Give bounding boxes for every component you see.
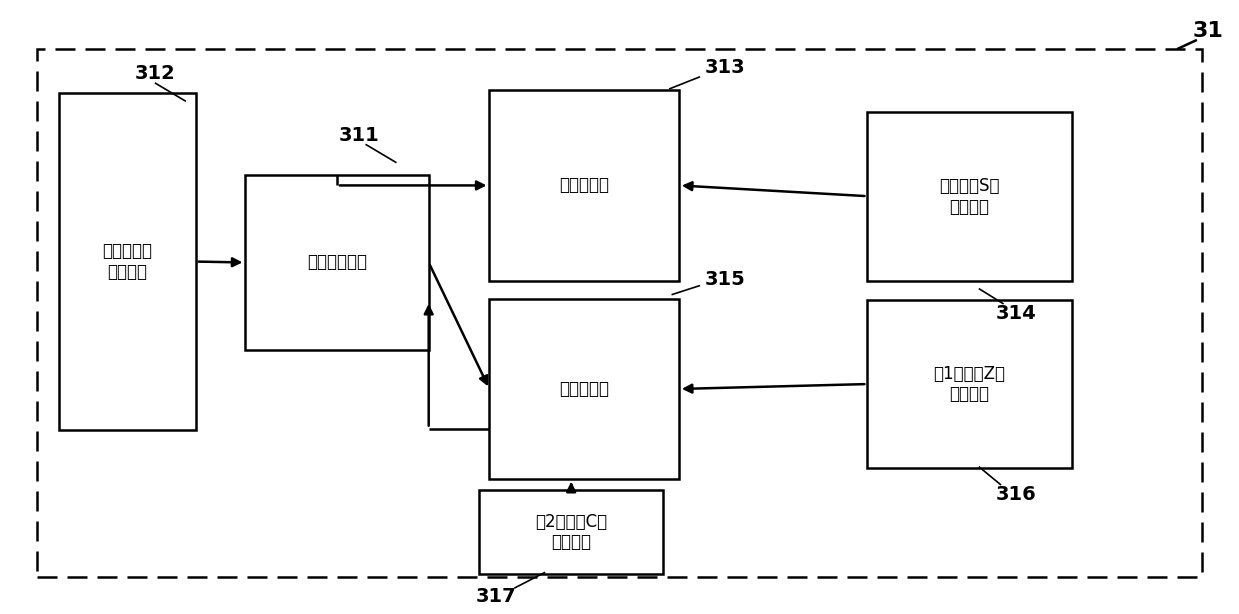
Text: 交织码（S）
生成模块: 交织码（S） 生成模块 xyxy=(939,177,1000,216)
FancyBboxPatch shape xyxy=(867,112,1072,281)
FancyBboxPatch shape xyxy=(489,299,679,479)
Text: 311: 311 xyxy=(339,126,379,144)
FancyBboxPatch shape xyxy=(489,90,679,281)
Text: 313: 313 xyxy=(705,58,745,77)
FancyBboxPatch shape xyxy=(479,490,663,574)
Text: 317: 317 xyxy=(476,588,515,606)
Text: 解扰码模块: 解扰码模块 xyxy=(559,380,610,398)
Text: 31: 31 xyxy=(1193,21,1223,41)
Text: 第1扰码（Z）
生成模块: 第1扰码（Z） 生成模块 xyxy=(933,365,1006,403)
Text: 第2扰码（C）
生成模块: 第2扰码（C） 生成模块 xyxy=(535,513,607,551)
Text: 314: 314 xyxy=(996,304,1036,322)
Text: 解交织模块: 解交织模块 xyxy=(559,176,610,195)
Text: 缓存管理模块: 缓存管理模块 xyxy=(307,254,367,271)
FancyBboxPatch shape xyxy=(59,93,196,430)
Text: 315: 315 xyxy=(705,270,745,289)
FancyBboxPatch shape xyxy=(245,175,429,350)
Text: 312: 312 xyxy=(135,64,175,83)
FancyBboxPatch shape xyxy=(867,300,1072,468)
Text: 快速傅里叶
变换模块: 快速傅里叶 变换模块 xyxy=(103,242,152,281)
Text: 316: 316 xyxy=(996,485,1036,503)
